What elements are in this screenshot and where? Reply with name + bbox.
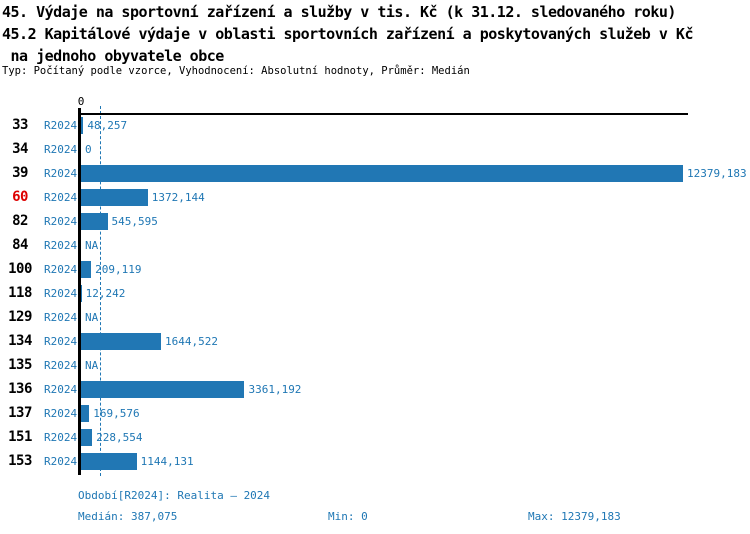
row-id-label: 135 xyxy=(8,357,32,373)
row-id-label: 100 xyxy=(8,261,32,277)
row-value-label: 48,257 xyxy=(87,119,128,132)
row-value-label: 3361,192 xyxy=(248,383,302,396)
row-series-label: R2024 xyxy=(44,335,78,348)
row-value-label: NA xyxy=(85,239,99,252)
row-bar xyxy=(81,213,108,230)
page-title-line1: 45. Výdaje na sportovní zařízení a služb… xyxy=(2,3,676,21)
row-value-label: 228,554 xyxy=(96,431,143,444)
row-bar xyxy=(81,429,93,446)
row-bar xyxy=(81,189,148,206)
row-bar xyxy=(81,261,92,278)
row-id-label: 39 xyxy=(12,165,28,181)
row-value-label: NA xyxy=(85,359,99,372)
row-bar xyxy=(81,333,161,350)
row-id-label: 84 xyxy=(12,237,28,253)
row-id-label: 134 xyxy=(8,333,32,349)
row-series-label: R2024 xyxy=(44,239,78,252)
row-series-label: R2024 xyxy=(44,455,78,468)
chart-subtitle: Typ: Počítaný podle vzorce, Vyhodnocení:… xyxy=(2,65,470,77)
row-value-label: 12,242 xyxy=(85,287,126,300)
row-bar xyxy=(81,285,82,302)
row-bar xyxy=(81,381,245,398)
footer-period: Období[R2024]: Realita – 2024 xyxy=(78,489,271,502)
row-id-label: 82 xyxy=(12,213,28,229)
row-id-label: 34 xyxy=(12,141,28,157)
row-series-label: R2024 xyxy=(44,119,78,132)
row-id-label: 137 xyxy=(8,405,32,421)
row-value-label: 12379,183 xyxy=(687,167,747,180)
footer-max: Max: 12379,183 xyxy=(528,510,621,523)
footer-min: Min: 0 xyxy=(328,510,368,523)
row-bar xyxy=(81,117,84,134)
row-value-label: 209,119 xyxy=(95,263,142,276)
row-series-label: R2024 xyxy=(44,359,78,372)
row-series-label: R2024 xyxy=(44,191,78,204)
row-series-label: R2024 xyxy=(44,311,78,324)
row-id-label: 60 xyxy=(12,189,28,205)
row-bar xyxy=(81,165,683,182)
row-series-label: R2024 xyxy=(44,215,78,228)
row-value-label: 1144,131 xyxy=(140,455,194,468)
row-series-label: R2024 xyxy=(44,383,78,396)
row-series-label: R2024 xyxy=(44,407,78,420)
row-bar xyxy=(81,453,137,470)
row-series-label: R2024 xyxy=(44,263,78,276)
y-axis-line xyxy=(78,108,81,475)
row-id-label: 118 xyxy=(8,285,32,301)
axis-zero-label: 0 xyxy=(77,95,85,108)
x-axis-line xyxy=(78,113,688,115)
row-bar xyxy=(81,405,90,422)
row-value-label: NA xyxy=(85,311,99,324)
row-id-label: 129 xyxy=(8,309,32,325)
row-id-label: 153 xyxy=(8,453,32,469)
median-line xyxy=(99,106,101,476)
row-series-label: R2024 xyxy=(44,287,78,300)
row-value-label: 545,595 xyxy=(111,215,158,228)
row-value-label: 1644,522 xyxy=(164,335,218,348)
row-value-label: 169,576 xyxy=(93,407,140,420)
row-series-label: R2024 xyxy=(44,431,78,444)
page-title-line3: na jednoho obyvatele obce xyxy=(2,47,225,65)
row-id-label: 151 xyxy=(8,429,32,445)
footer-median: Medián: 387,075 xyxy=(78,510,178,523)
row-id-label: 136 xyxy=(8,381,32,397)
row-value-label: 1372,144 xyxy=(151,191,205,204)
row-series-label: R2024 xyxy=(44,167,78,180)
page-title-line2: 45.2 Kapitálové výdaje v oblasti sportov… xyxy=(2,25,694,43)
row-value-label: 0 xyxy=(85,143,92,156)
row-series-label: R2024 xyxy=(44,143,78,156)
row-id-label: 33 xyxy=(12,117,28,133)
